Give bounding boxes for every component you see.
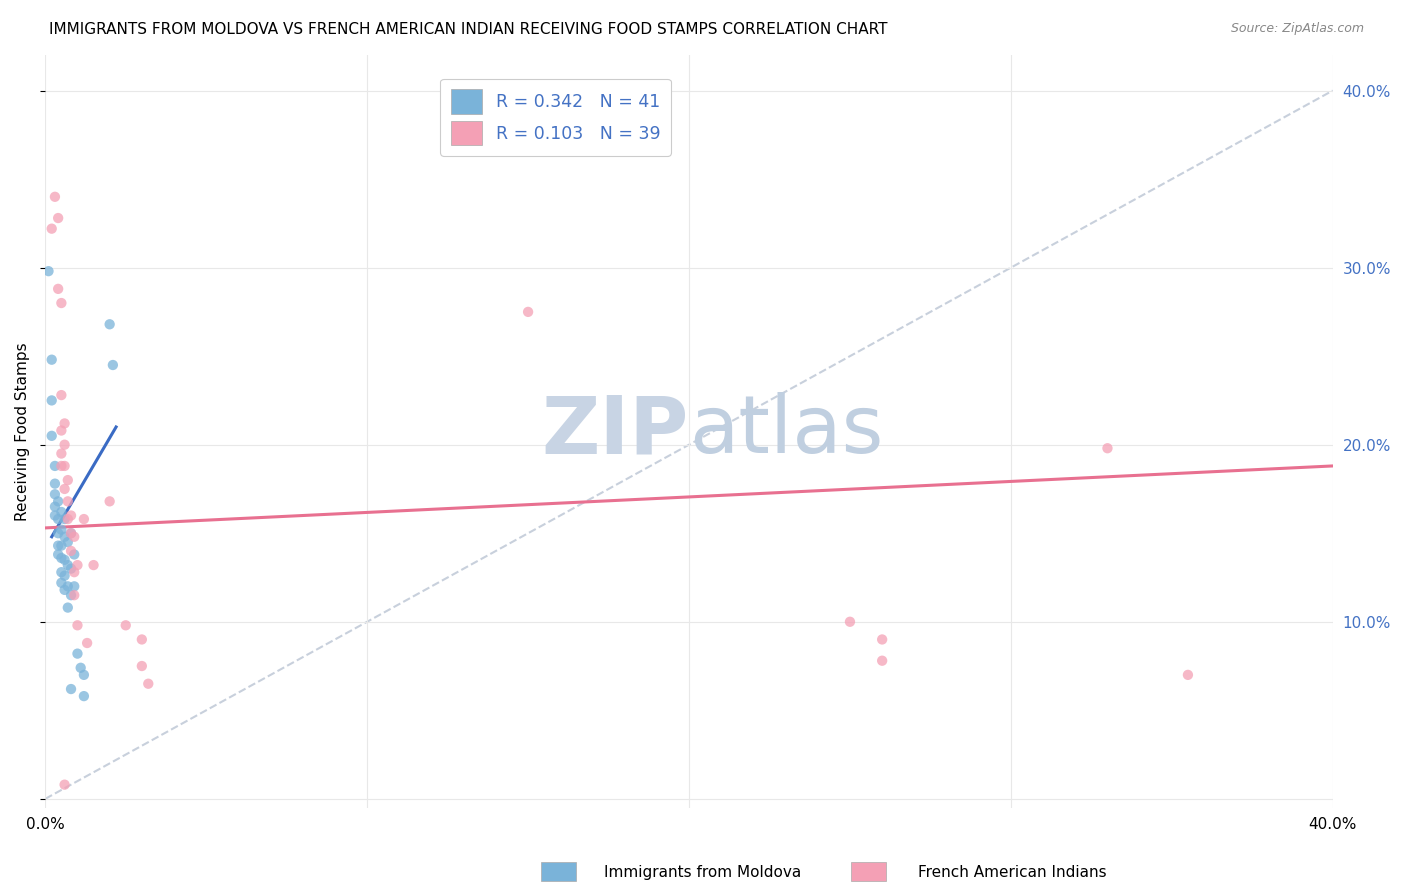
Text: ZIP: ZIP <box>541 392 689 470</box>
Point <box>53 582 76 597</box>
Point <box>66 647 89 661</box>
Point <box>101 358 124 372</box>
Point <box>136 677 159 691</box>
Point <box>46 526 69 541</box>
Point <box>53 553 76 567</box>
Point <box>51 539 73 553</box>
Point <box>44 476 66 491</box>
Point <box>51 523 73 537</box>
Point <box>51 296 73 310</box>
Point <box>56 535 79 549</box>
Point <box>53 778 76 792</box>
Point <box>517 305 540 319</box>
Point <box>73 689 96 703</box>
Point <box>56 558 79 573</box>
Text: Source: ZipAtlas.com: Source: ZipAtlas.com <box>1230 22 1364 36</box>
Point <box>51 565 73 579</box>
Point <box>66 558 89 573</box>
Text: IMMIGRANTS FROM MOLDOVA VS FRENCH AMERICAN INDIAN RECEIVING FOOD STAMPS CORRELAT: IMMIGRANTS FROM MOLDOVA VS FRENCH AMERIC… <box>49 22 887 37</box>
Point <box>60 561 83 575</box>
Point <box>51 505 73 519</box>
Point <box>46 282 69 296</box>
Point <box>51 551 73 566</box>
Point <box>53 438 76 452</box>
Point <box>56 600 79 615</box>
Point <box>46 494 69 508</box>
Point <box>56 512 79 526</box>
Text: atlas: atlas <box>689 392 883 470</box>
Point <box>56 494 79 508</box>
Point <box>41 352 63 367</box>
Point <box>46 548 69 562</box>
Point <box>60 526 83 541</box>
Point <box>870 632 893 647</box>
Point <box>56 579 79 593</box>
Point <box>51 458 73 473</box>
Point <box>51 388 73 402</box>
Point <box>44 458 66 473</box>
Point <box>53 482 76 496</box>
Point <box>63 588 86 602</box>
Point <box>51 424 73 438</box>
Point <box>870 654 893 668</box>
Point <box>98 318 121 332</box>
Point <box>83 558 105 573</box>
Point <box>56 473 79 487</box>
Point <box>63 579 86 593</box>
Point <box>44 508 66 523</box>
Point <box>839 615 862 629</box>
Point <box>44 500 66 514</box>
Point <box>63 548 86 562</box>
Point <box>46 211 69 225</box>
Point <box>73 512 96 526</box>
Legend: R = 0.342   N = 41, R = 0.103   N = 39: R = 0.342 N = 41, R = 0.103 N = 39 <box>440 78 671 156</box>
Point <box>63 565 86 579</box>
Point <box>66 618 89 632</box>
Point <box>98 494 121 508</box>
Point <box>60 588 83 602</box>
Point <box>60 526 83 541</box>
Point <box>76 636 98 650</box>
Point <box>46 512 69 526</box>
Point <box>1097 442 1119 456</box>
Point <box>73 668 96 682</box>
Point <box>60 544 83 558</box>
Point <box>53 530 76 544</box>
Point <box>53 458 76 473</box>
Point <box>51 575 73 590</box>
Point <box>131 659 153 673</box>
Text: Immigrants from Moldova: Immigrants from Moldova <box>605 865 801 880</box>
Point <box>41 429 63 443</box>
Point <box>53 512 76 526</box>
Point <box>53 417 76 431</box>
Point <box>51 446 73 460</box>
Point <box>1177 668 1199 682</box>
Point <box>60 681 83 696</box>
Point <box>41 221 63 235</box>
Point <box>53 568 76 582</box>
Text: French American Indians: French American Indians <box>918 865 1107 880</box>
Point <box>69 661 91 675</box>
Point <box>131 632 153 647</box>
Point <box>60 508 83 523</box>
Point <box>44 487 66 501</box>
Point <box>37 264 59 278</box>
Point <box>41 393 63 408</box>
Point <box>63 530 86 544</box>
Point <box>114 618 136 632</box>
Point <box>44 190 66 204</box>
Point <box>46 539 69 553</box>
Y-axis label: Receiving Food Stamps: Receiving Food Stamps <box>15 343 30 521</box>
